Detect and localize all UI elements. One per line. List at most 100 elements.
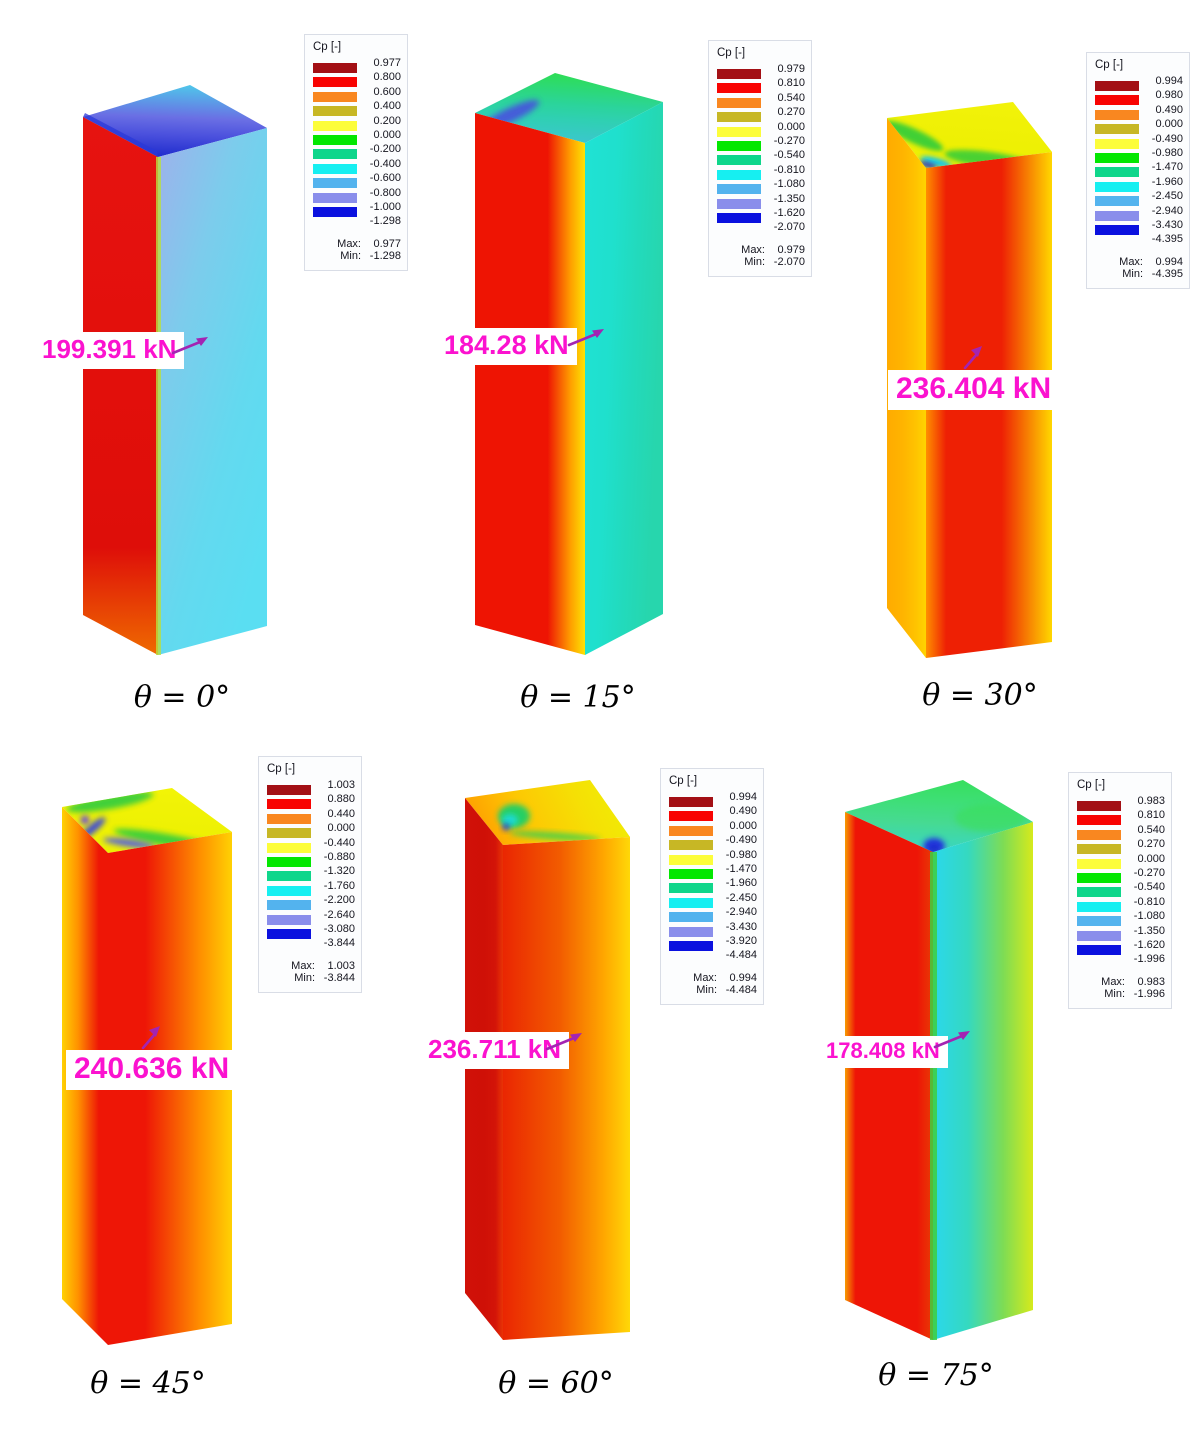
- legend-color-swatch: [1095, 138, 1139, 149]
- legend-min-label: Min:: [1104, 987, 1125, 1000]
- legend-min-label: Min:: [744, 255, 765, 268]
- legend-tick-value: 0.977: [373, 57, 401, 69]
- column-render-theta-60: [465, 780, 630, 1340]
- legend-max-value: 0.979: [777, 243, 805, 256]
- legend-colorbar: [1095, 74, 1139, 247]
- front-edge-highlight: [156, 157, 161, 655]
- legend-color-swatch: [267, 842, 311, 853]
- legend-values: 0.994 0.980 0.490 0.000 -0.490 -0.980 -1.470 -1…: [1139, 74, 1183, 247]
- legend-tick-value: -0.810: [1133, 895, 1165, 908]
- column-top-face: [475, 73, 663, 143]
- legend-tick-value: -1.620: [773, 206, 805, 219]
- legend-tick-value: -3.844: [323, 937, 355, 950]
- legend-color-swatch: [669, 883, 713, 894]
- theta-caption: θ = 45°: [90, 1366, 206, 1401]
- cp-legend: Cp [-] 0.994 0.980 0.490 0.000 -0.490 -0.980 -…: [1086, 52, 1190, 289]
- legend-color-swatch: [1077, 901, 1121, 912]
- legend-tick-value: -2.450: [725, 891, 757, 904]
- legend-values: 0.977 0.800 0.600 0.400 0.200 0.000 -0.200 -0.4…: [357, 56, 401, 229]
- theta-caption: θ = 15°: [520, 680, 636, 715]
- legend-color-swatch: [717, 169, 761, 180]
- legend-color-swatch: [1095, 95, 1139, 106]
- legend-tick-value: 0.979: [777, 63, 805, 75]
- legend-tick-value: -1.000: [369, 200, 401, 213]
- top-face-separation-band-left: [887, 121, 944, 151]
- legend-min-value: -3.844: [323, 971, 355, 984]
- legend-color-swatch: [267, 928, 311, 939]
- top-face-separation-green-tail: [509, 831, 601, 841]
- legend-tick-value: 0.880: [327, 793, 355, 806]
- legend-color-swatch: [1077, 872, 1121, 883]
- cp-legend: Cp [-] 1.003 0.880 0.440 0.000 -0.440 -0.880 -…: [258, 756, 362, 993]
- legend-tick-value: -1.350: [1133, 924, 1165, 937]
- cp-legend: Cp [-] 0.983 0.810 0.540 0.270 0.000 -0.270 -0…: [1068, 772, 1172, 1009]
- column-right-face: [158, 128, 267, 655]
- legend-color-swatch: [669, 854, 713, 865]
- legend-title: Cp [-]: [313, 41, 342, 53]
- legend-max-value: 1.003: [327, 959, 355, 972]
- legend-tick-value: -0.540: [1133, 881, 1165, 894]
- cp-legend: Cp [-] 0.977 0.800 0.600 0.400 0.200 0.000 -0.…: [304, 34, 408, 271]
- force-arrow-icon: [933, 1031, 970, 1049]
- legend-tick-value: -0.800: [369, 186, 401, 199]
- legend-color-swatch: [669, 926, 713, 937]
- legend-extremes: Max: 0.983 Min: -1.996: [1077, 976, 1165, 1000]
- legend-color-swatch: [717, 155, 761, 166]
- column-left-face: [465, 798, 503, 1340]
- legend-color-swatch: [669, 868, 713, 879]
- legend-tick-value: -1.960: [1151, 175, 1183, 188]
- legend-tick-value: -1.470: [1151, 161, 1183, 174]
- legend-tick-value: -0.440: [323, 836, 355, 849]
- cp-legend: Cp [-] 0.994 0.490 0.000 -0.490 -0.980 -1.470…: [660, 768, 764, 1005]
- legend-tick-value: -2.070: [773, 221, 805, 234]
- legend-extremes: Max: 1.003 Min: -3.844: [267, 960, 355, 984]
- legend-color-swatch: [1095, 196, 1139, 207]
- legend-color-swatch: [267, 856, 311, 867]
- legend-color-swatch: [313, 163, 357, 174]
- top-face-suction-blue-streak-2: [103, 837, 155, 849]
- legend-tick-value: -1.996: [1133, 953, 1165, 966]
- legend-color-swatch: [267, 914, 311, 925]
- legend-color-swatch: [669, 940, 713, 951]
- legend-color-swatch: [1077, 887, 1121, 898]
- legend-color-swatch: [1077, 801, 1121, 811]
- force-arrow-icon: [963, 346, 982, 370]
- legend-tick-value: 0.440: [327, 807, 355, 820]
- legend-color-swatch: [313, 120, 357, 131]
- legend-color-swatch: [1077, 916, 1121, 927]
- legend-tick-value: -1.320: [323, 865, 355, 878]
- legend-tick-value: -0.810: [773, 163, 805, 176]
- legend-tick-value: 0.400: [373, 100, 401, 113]
- legend-tick-value: 0.490: [1155, 103, 1183, 116]
- legend-color-swatch: [717, 198, 761, 209]
- legend-color-swatch: [267, 813, 311, 824]
- legend-tick-value: -1.298: [369, 215, 401, 228]
- legend-tick-value: -0.400: [369, 157, 401, 170]
- legend-color-swatch: [669, 825, 713, 836]
- legend-colorbar: [267, 778, 311, 951]
- top-left-edge-highlight: [83, 113, 158, 157]
- legend-max-label: Max:: [337, 237, 361, 250]
- legend-extremes: Max: 0.994 Min: -4.395: [1095, 256, 1183, 280]
- legend-tick-value: -0.490: [725, 834, 757, 847]
- force-label: 236.711 kN: [420, 1032, 570, 1069]
- legend-color-swatch: [1077, 829, 1121, 840]
- legend-tick-value: -2.940: [725, 906, 757, 919]
- legend-max-label: Max:: [1101, 975, 1125, 988]
- legend-tick-value: -2.940: [1151, 204, 1183, 217]
- legend-tick-value: 0.540: [777, 91, 805, 104]
- legend-color-swatch: [267, 871, 311, 882]
- legend-colorbar: [313, 56, 357, 229]
- legend-color-swatch: [313, 106, 357, 117]
- theta-caption: θ = 60°: [498, 1366, 614, 1401]
- legend-color-swatch: [1077, 944, 1121, 955]
- legend-tick-value: -0.980: [725, 848, 757, 861]
- legend-tick-value: -4.395: [1151, 233, 1183, 246]
- legend-min-value: -1.298: [369, 249, 401, 262]
- legend-color-swatch: [1095, 167, 1139, 178]
- top-face-separation-band-left: [66, 791, 154, 813]
- column-left-face: [845, 812, 933, 1340]
- legend-color-swatch: [717, 212, 761, 223]
- legend-color-swatch: [717, 83, 761, 94]
